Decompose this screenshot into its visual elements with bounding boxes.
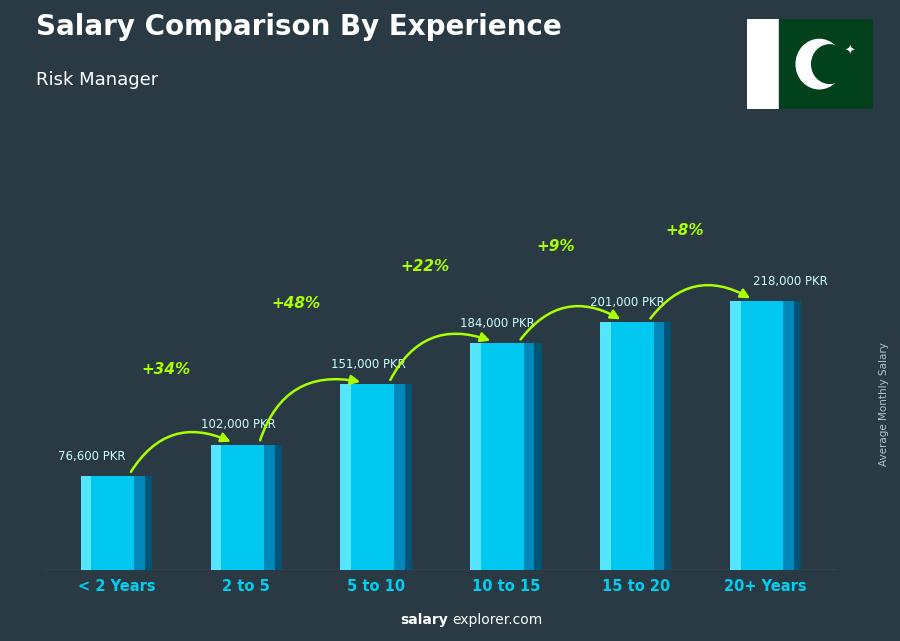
Text: +9%: +9% bbox=[536, 239, 574, 254]
Bar bbox=[481, 344, 524, 570]
Text: salary: salary bbox=[400, 613, 448, 627]
Text: Average Monthly Salary: Average Monthly Salary bbox=[878, 342, 889, 466]
Bar bbox=[211, 445, 221, 570]
Bar bbox=[730, 301, 741, 570]
Bar bbox=[600, 322, 611, 570]
Bar bbox=[145, 476, 152, 570]
Bar bbox=[340, 384, 351, 570]
Text: 184,000 PKR: 184,000 PKR bbox=[461, 317, 536, 330]
Bar bbox=[783, 301, 801, 570]
Text: 201,000 PKR: 201,000 PKR bbox=[590, 296, 665, 309]
Bar bbox=[524, 344, 542, 570]
Bar bbox=[664, 322, 671, 570]
Bar bbox=[81, 476, 92, 570]
Bar bbox=[741, 301, 783, 570]
Bar bbox=[747, 19, 778, 109]
Bar bbox=[405, 384, 412, 570]
Bar bbox=[274, 445, 282, 570]
Bar bbox=[134, 476, 152, 570]
Bar bbox=[264, 445, 282, 570]
Text: explorer.com: explorer.com bbox=[452, 613, 542, 627]
Bar bbox=[611, 322, 653, 570]
Text: +48%: +48% bbox=[271, 296, 320, 311]
Text: 218,000 PKR: 218,000 PKR bbox=[752, 275, 827, 288]
Bar bbox=[394, 384, 412, 570]
Text: +34%: +34% bbox=[141, 362, 191, 378]
Bar bbox=[778, 19, 873, 109]
Bar bbox=[794, 301, 801, 570]
Bar bbox=[653, 322, 671, 570]
Bar bbox=[221, 445, 264, 570]
Text: 102,000 PKR: 102,000 PKR bbox=[201, 418, 275, 431]
Text: 151,000 PKR: 151,000 PKR bbox=[330, 358, 405, 370]
Bar bbox=[351, 384, 394, 570]
Text: ✦: ✦ bbox=[844, 45, 855, 58]
Text: Salary Comparison By Experience: Salary Comparison By Experience bbox=[36, 13, 562, 41]
Bar bbox=[92, 476, 134, 570]
Text: +22%: +22% bbox=[400, 259, 450, 274]
Bar bbox=[535, 344, 542, 570]
Text: Risk Manager: Risk Manager bbox=[36, 71, 158, 88]
Text: 76,600 PKR: 76,600 PKR bbox=[58, 449, 125, 463]
Bar bbox=[470, 344, 481, 570]
Text: +8%: +8% bbox=[666, 223, 705, 238]
Circle shape bbox=[796, 40, 842, 88]
Circle shape bbox=[812, 45, 848, 83]
